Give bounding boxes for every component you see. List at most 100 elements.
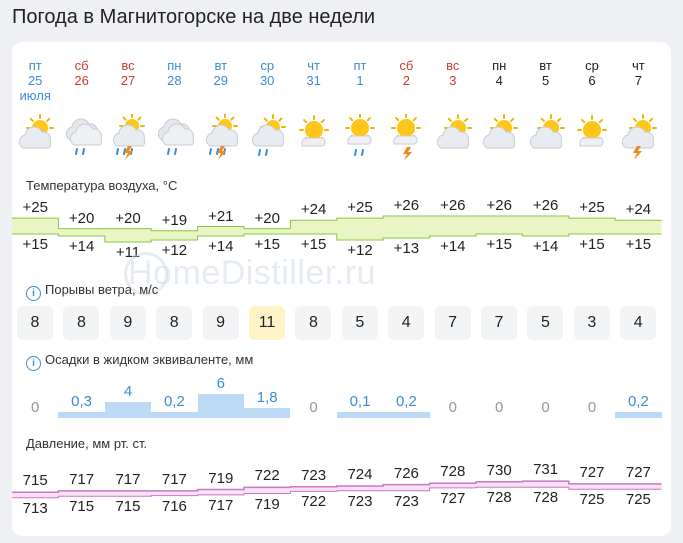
precipitation-value: 0,1 bbox=[349, 393, 371, 410]
sun-cloud-drizzle-icon bbox=[337, 114, 383, 164]
precipitation-bar bbox=[151, 412, 198, 418]
precipitation-bar bbox=[336, 412, 384, 418]
wind-gust-value: 9 bbox=[109, 306, 146, 340]
pressure-min-line bbox=[12, 486, 662, 499]
pressure-min: 715 bbox=[69, 498, 95, 516]
partly-cloudy-icon bbox=[430, 114, 476, 164]
pressure-min: 722 bbox=[301, 493, 327, 511]
pressure-min: 723 bbox=[393, 492, 419, 510]
day-header[interactable]: чт 7 bbox=[615, 58, 661, 88]
info-icon[interactable]: i bbox=[26, 356, 41, 371]
wind-gust-value: 4 bbox=[620, 306, 657, 340]
day-header[interactable]: пн 28 bbox=[151, 58, 197, 88]
wind-gusts-label: i Порывы ветра, м/с bbox=[26, 282, 158, 301]
temperature-max-line bbox=[12, 215, 662, 232]
precipitation-value: 0 bbox=[309, 399, 318, 416]
temperature-max: +19 bbox=[161, 211, 188, 229]
day-header[interactable]: ср 6 bbox=[569, 58, 615, 88]
pressure-max: 724 bbox=[347, 466, 373, 483]
precipitation-label-text: Осадки в жидком эквиваленте, мм bbox=[45, 352, 254, 367]
temperature-label-text: Температура воздуха, °C bbox=[26, 178, 178, 193]
temperature-max: +21 bbox=[208, 207, 234, 225]
temperature-min: +15 bbox=[22, 236, 48, 253]
wind-gust-value: 7 bbox=[434, 306, 471, 340]
day-name: ср bbox=[585, 58, 599, 73]
day-name: чт bbox=[632, 58, 645, 73]
precipitation-value: 1,8 bbox=[256, 389, 278, 406]
day-date: 4 bbox=[495, 73, 503, 88]
wind-gust-value: 8 bbox=[17, 306, 53, 340]
day-date: 3 bbox=[449, 73, 457, 88]
temperature-max: +26 bbox=[532, 197, 559, 214]
pressure-label-text: Давление, мм рт. ст. bbox=[26, 436, 148, 451]
day-date: 6 bbox=[588, 73, 596, 88]
wind-gust-value: 11 bbox=[249, 306, 285, 340]
pressure-max: 727 bbox=[625, 463, 651, 481]
day-header[interactable]: пн 4 bbox=[476, 58, 522, 88]
pressure-min: 725 bbox=[625, 491, 651, 509]
wind-gust-value: 7 bbox=[481, 306, 517, 340]
day-header[interactable]: сб 2 bbox=[383, 58, 429, 88]
cloudy-drizzle-icon bbox=[58, 114, 104, 164]
partly-cloudy-icon bbox=[522, 114, 568, 164]
day-name: пт bbox=[28, 58, 42, 73]
precipitation-value: 0 bbox=[448, 399, 457, 416]
precipitation-bar bbox=[104, 402, 152, 418]
temperature-min: +14 bbox=[532, 238, 559, 255]
temperature-min: +14 bbox=[68, 238, 95, 255]
day-header[interactable]: пт 1 bbox=[337, 58, 383, 88]
day-date: 31 bbox=[306, 73, 321, 88]
pressure-min: 725 bbox=[579, 491, 605, 509]
watermark-logo bbox=[124, 252, 168, 296]
day-header[interactable]: вт 29 bbox=[198, 58, 244, 88]
temperature-min: +14 bbox=[440, 238, 466, 255]
pressure-min: 716 bbox=[161, 497, 187, 515]
pressure-min: 727 bbox=[440, 489, 466, 507]
temperature-label: Температура воздуха, °C bbox=[26, 178, 177, 193]
pressure-max: 730 bbox=[486, 461, 512, 479]
day-header[interactable]: пт 25 июля bbox=[12, 58, 58, 103]
precipitation-value: 4 bbox=[123, 383, 133, 400]
pressure-min: 719 bbox=[254, 495, 280, 513]
pressure-max: 731 bbox=[533, 461, 559, 479]
day-date: 25 bbox=[27, 73, 43, 88]
wind-gust-value: 3 bbox=[573, 306, 610, 340]
page-title: Погода в Магнитогорске на две недели bbox=[12, 6, 376, 28]
day-date: 30 bbox=[259, 73, 275, 88]
day-name: сб bbox=[74, 58, 89, 73]
wind-gust-value: 5 bbox=[527, 306, 564, 340]
day-header[interactable]: вс 3 bbox=[430, 58, 476, 88]
temperature-min-line bbox=[12, 233, 662, 243]
day-header[interactable]: вт 5 bbox=[522, 58, 568, 88]
pressure-label: Давление, мм рт. ст. bbox=[26, 436, 147, 451]
day-name: вт bbox=[214, 58, 228, 73]
day-date: 7 bbox=[634, 73, 642, 88]
temperature-max: +26 bbox=[486, 197, 512, 214]
precipitation-value: 0,2 bbox=[395, 393, 417, 410]
sun-cloud-icon bbox=[290, 114, 336, 164]
pressure-min: 723 bbox=[347, 492, 373, 510]
day-date: 5 bbox=[541, 73, 550, 88]
precipitation-value: 0,2 bbox=[163, 393, 185, 410]
temperature-max: +25 bbox=[347, 199, 373, 217]
day-header[interactable]: вс 27 bbox=[105, 58, 151, 88]
day-date: 29 bbox=[213, 73, 229, 88]
temperature-min: +15 bbox=[625, 236, 652, 253]
day-header[interactable]: сб 26 bbox=[58, 58, 104, 88]
pressure-min: 717 bbox=[208, 496, 234, 514]
day-date: 27 bbox=[120, 73, 136, 88]
forecast-card: пт 25 июля сб 26 вс 27 пн 28 вт 29 ср 30 чт 31 пт 1 сб 2 вс… bbox=[12, 42, 671, 536]
temperature-min: +12 bbox=[347, 242, 373, 259]
pressure-max: 722 bbox=[254, 467, 280, 485]
temperature-max: +20 bbox=[68, 209, 95, 227]
precipitation-value: 0,2 bbox=[627, 393, 649, 410]
wind-gust-value: 8 bbox=[63, 306, 100, 340]
day-header[interactable]: ср 30 bbox=[244, 58, 290, 88]
info-icon[interactable]: i bbox=[26, 286, 41, 301]
precipitation-value: 6 bbox=[216, 375, 225, 392]
temperature-max: +24 bbox=[625, 201, 652, 219]
day-header[interactable]: чт 31 bbox=[290, 58, 336, 88]
temperature-min: +12 bbox=[161, 242, 188, 259]
temperature-max: +26 bbox=[440, 197, 466, 214]
temperature-min: +15 bbox=[486, 236, 512, 253]
